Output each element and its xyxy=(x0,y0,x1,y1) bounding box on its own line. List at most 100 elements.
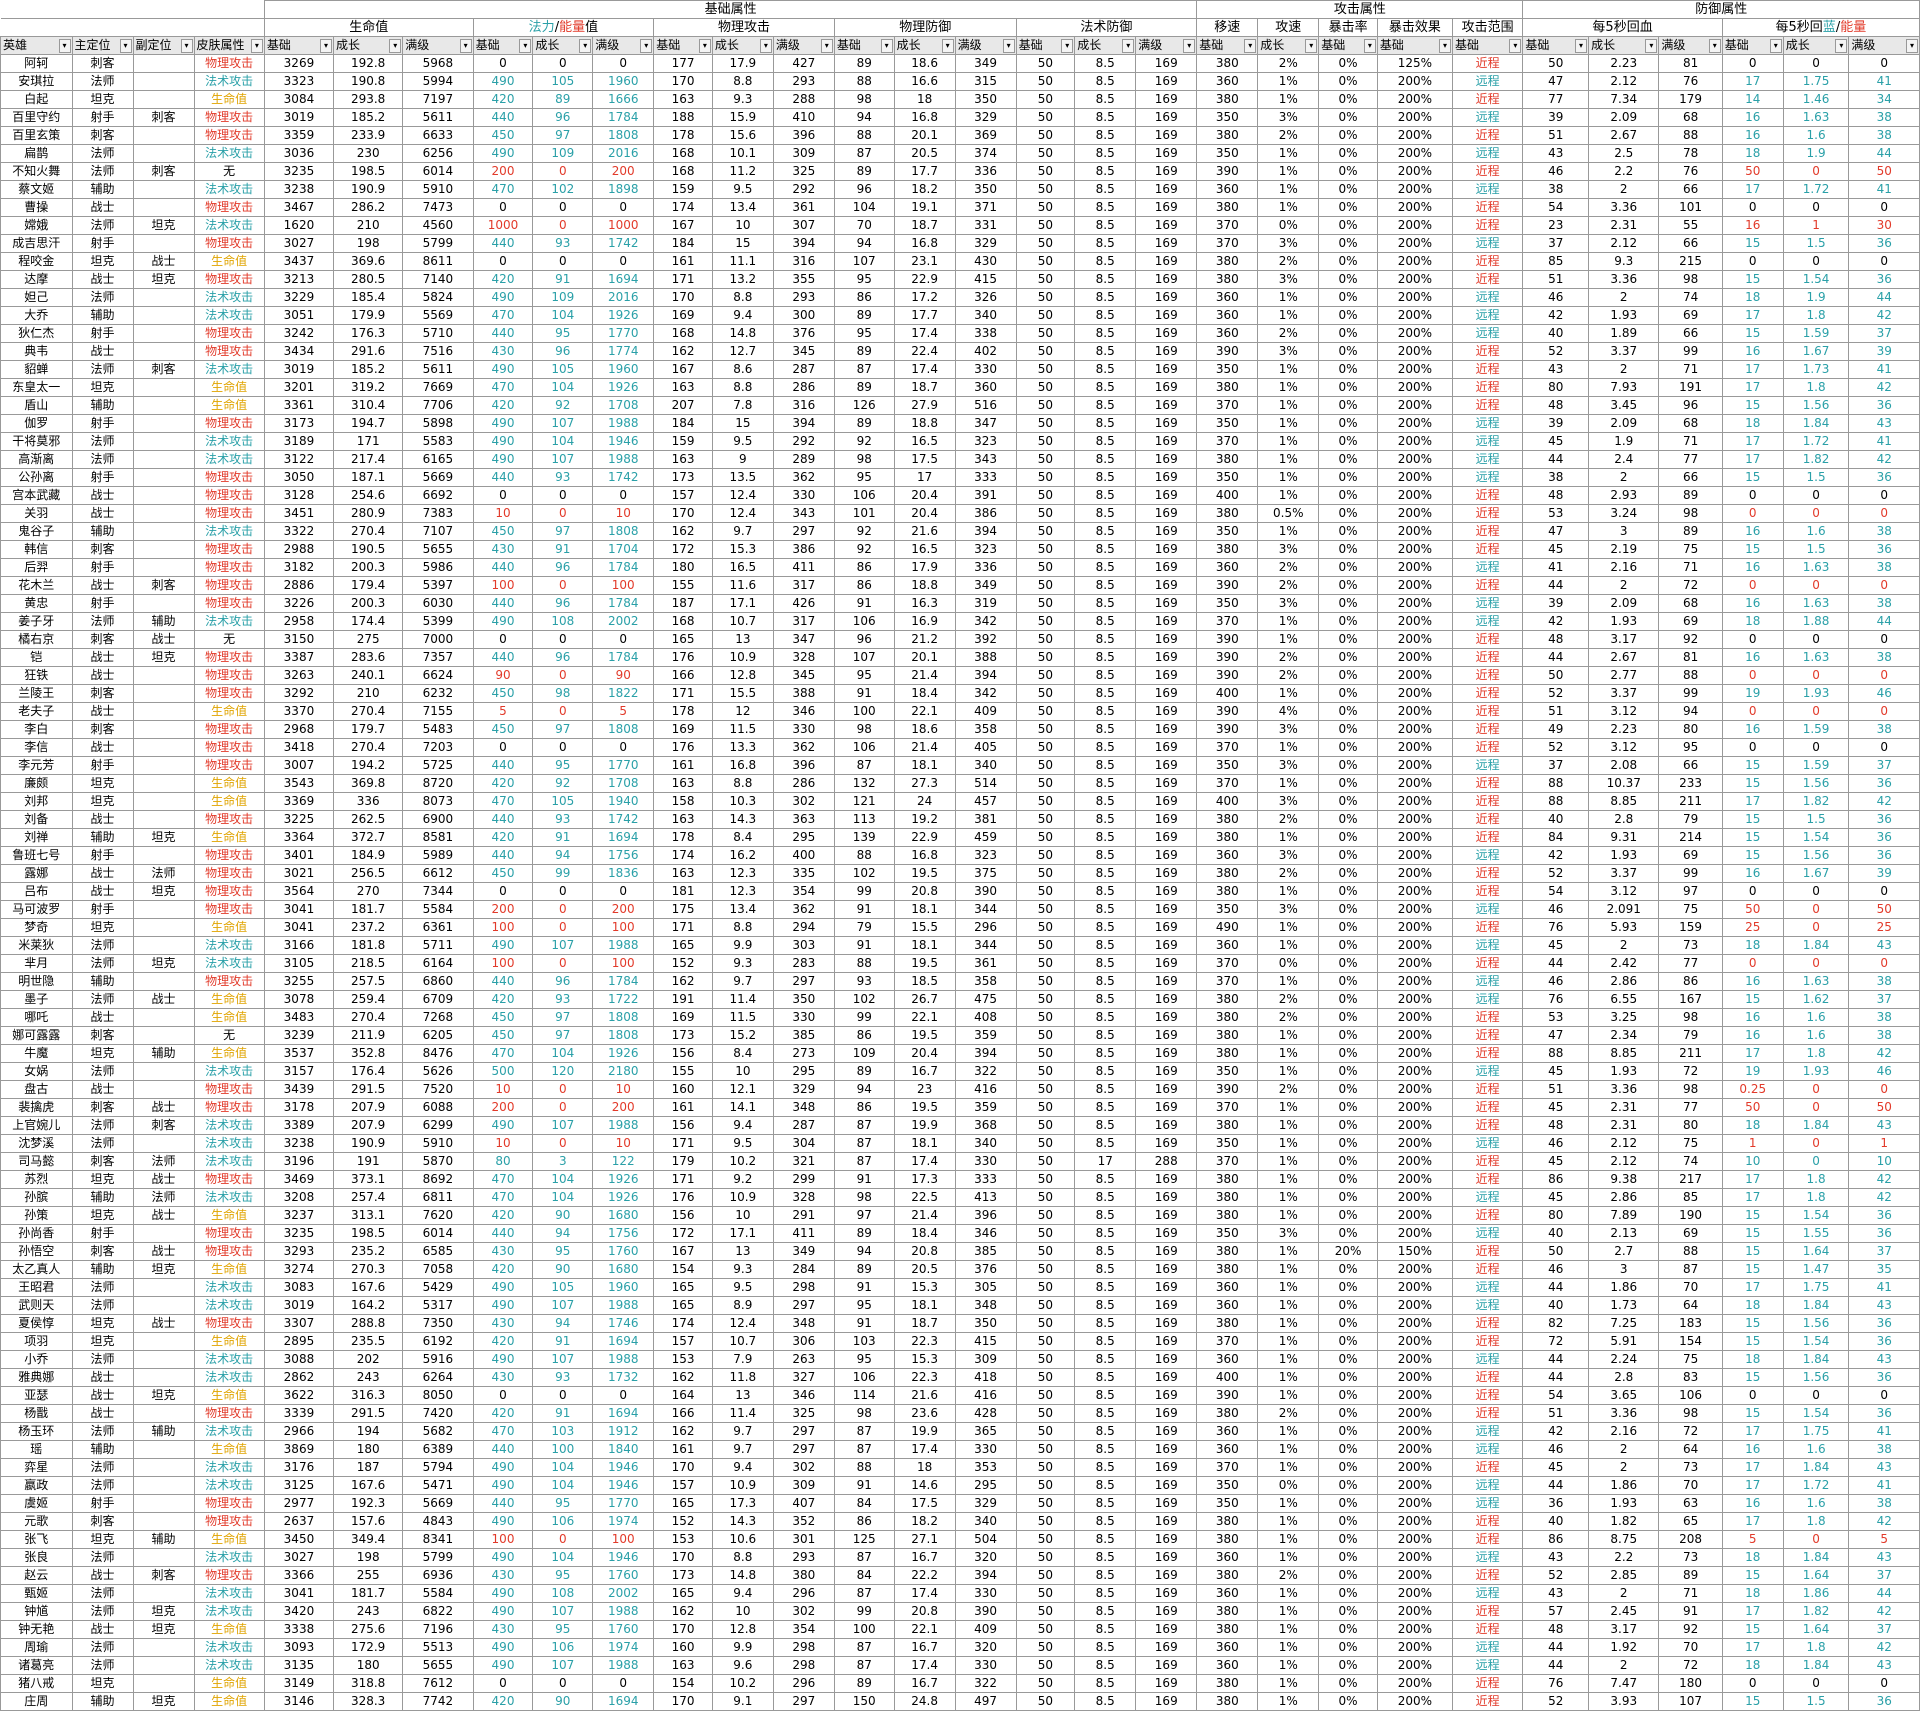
filter-dropdown-icon[interactable]: ▾ xyxy=(1708,39,1721,53)
table-cell: 350 xyxy=(1196,756,1259,775)
table-cell: 50 xyxy=(1015,954,1076,973)
table-cell: 1988 xyxy=(592,414,655,433)
table-cell: 292 xyxy=(772,180,835,199)
table-cell: 15 xyxy=(1721,1368,1784,1387)
column-header[interactable]: 基础 ▾ xyxy=(833,36,895,55)
column-header[interactable]: 基础 ▾ xyxy=(1318,36,1378,55)
table-cell: 17 xyxy=(1721,1638,1784,1657)
column-header[interactable]: 基础 ▾ xyxy=(1196,36,1259,55)
table-cell: 82 xyxy=(1522,1314,1590,1333)
filter-dropdown-icon[interactable]: ▾ xyxy=(459,39,472,53)
table-cell: 5317 xyxy=(402,1296,474,1315)
filter-dropdown-icon[interactable]: ▾ xyxy=(941,39,954,53)
column-header[interactable]: 满级 ▾ xyxy=(592,36,655,55)
filter-dropdown-icon[interactable]: ▾ xyxy=(320,39,333,53)
filter-dropdown-icon[interactable]: ▾ xyxy=(1122,39,1135,53)
column-header[interactable]: 满级 ▾ xyxy=(402,36,474,55)
table-cell: 0% xyxy=(1318,594,1378,613)
column-header[interactable]: 满级 ▾ xyxy=(1848,36,1920,55)
filter-dropdown-icon[interactable]: ▾ xyxy=(820,39,833,53)
column-header[interactable]: 基础 ▾ xyxy=(1015,36,1076,55)
table-cell: 48 xyxy=(1522,630,1590,649)
table-cell: 174 xyxy=(653,198,713,217)
column-header[interactable]: 成长 ▾ xyxy=(1257,36,1320,55)
table-cell: 物理攻击 xyxy=(193,594,265,613)
table-cell: 1% xyxy=(1257,1098,1320,1117)
filter-dropdown-icon[interactable]: ▾ xyxy=(1835,39,1848,53)
table-cell: 152 xyxy=(653,954,713,973)
filter-dropdown-icon[interactable]: ▾ xyxy=(579,39,592,53)
column-header[interactable]: 基础 ▾ xyxy=(1451,36,1524,55)
column-header[interactable]: 成长 ▾ xyxy=(893,36,956,55)
column-header[interactable]: 基础 ▾ xyxy=(653,36,713,55)
column-header[interactable]: 满级 ▾ xyxy=(1135,36,1198,55)
filter-dropdown-icon[interactable]: ▾ xyxy=(1183,39,1196,53)
table-cell: 39 xyxy=(1848,342,1920,361)
table-cell: 450 xyxy=(472,1026,534,1045)
filter-dropdown-icon[interactable]: ▾ xyxy=(1002,39,1015,53)
filter-dropdown-icon[interactable]: ▾ xyxy=(1509,39,1522,53)
filter-dropdown-icon[interactable]: ▾ xyxy=(1575,39,1588,53)
column-header[interactable]: 基础 ▾ xyxy=(1522,36,1590,55)
table-cell: 1% xyxy=(1257,936,1320,955)
table-cell: 0 xyxy=(532,198,594,217)
column-header[interactable]: 满级 ▾ xyxy=(1658,36,1723,55)
filter-dropdown-icon[interactable]: ▾ xyxy=(1305,39,1318,53)
column-header[interactable]: 基础 ▾ xyxy=(1376,36,1453,55)
column-header[interactable]: 主定位 ▾ xyxy=(71,36,134,55)
table-cell: 394 xyxy=(954,1044,1017,1063)
table-cell: 10.9 xyxy=(711,1476,774,1495)
filter-dropdown-icon[interactable]: ▾ xyxy=(180,39,193,53)
table-cell: 96 xyxy=(1658,396,1723,415)
subgroup-mp-regen-b: 蓝 xyxy=(1822,20,1836,35)
table-cell xyxy=(132,522,195,541)
table-cell: 8.5 xyxy=(1074,1422,1137,1441)
table-cell: 200% xyxy=(1376,1566,1453,1585)
filter-dropdown-icon[interactable]: ▾ xyxy=(1244,39,1257,53)
table-cell: 350 xyxy=(954,1314,1017,1333)
table-cell: 45 xyxy=(1522,1188,1590,1207)
table-cell: 0% xyxy=(1318,162,1378,181)
table-cell: 8.5 xyxy=(1074,1278,1137,1297)
filter-dropdown-icon[interactable]: ▾ xyxy=(1438,39,1451,53)
table-cell: 14.1 xyxy=(711,1098,774,1117)
filter-dropdown-icon[interactable]: ▾ xyxy=(640,39,653,53)
column-header[interactable]: 基础 ▾ xyxy=(1721,36,1784,55)
column-header[interactable]: 满级 ▾ xyxy=(772,36,835,55)
filter-dropdown-icon[interactable]: ▾ xyxy=(250,39,263,53)
filter-dropdown-icon[interactable]: ▾ xyxy=(1363,39,1376,53)
column-header[interactable]: 副定位 ▾ xyxy=(132,36,195,55)
table-cell: 470 xyxy=(472,180,534,199)
filter-dropdown-icon[interactable]: ▾ xyxy=(58,39,71,53)
column-header[interactable]: 成长 ▾ xyxy=(1074,36,1137,55)
filter-dropdown-icon[interactable]: ▾ xyxy=(389,39,402,53)
filter-dropdown-icon[interactable]: ▾ xyxy=(759,39,772,53)
filter-dropdown-icon[interactable]: ▾ xyxy=(119,39,132,53)
table-cell: 380 xyxy=(1196,1620,1259,1639)
column-header[interactable]: 成长 ▾ xyxy=(711,36,774,55)
filter-dropdown-icon[interactable]: ▾ xyxy=(698,39,711,53)
table-cell: 生命值 xyxy=(193,1620,265,1639)
column-header[interactable]: 满级 ▾ xyxy=(954,36,1017,55)
table-cell: 121 xyxy=(833,792,895,811)
table-cell: 237.2 xyxy=(333,918,404,937)
table-cell: 生命值 xyxy=(193,1044,265,1063)
filter-dropdown-icon[interactable]: ▾ xyxy=(1061,39,1074,53)
filter-dropdown-icon[interactable]: ▾ xyxy=(1645,39,1658,53)
table-cell: 210 xyxy=(333,216,404,235)
column-header[interactable]: 成长 ▾ xyxy=(333,36,404,55)
filter-dropdown-icon[interactable]: ▾ xyxy=(1769,39,1782,53)
column-header[interactable]: 英雄 ▾ xyxy=(0,36,73,55)
column-header[interactable]: 皮肤属性 ▾ xyxy=(193,36,265,55)
column-header[interactable]: 成长 ▾ xyxy=(1782,36,1850,55)
table-cell: 1 xyxy=(1782,216,1850,235)
filter-dropdown-icon[interactable]: ▾ xyxy=(519,39,532,53)
table-row: 司马懿 刺客 法师 法术攻击 3196 191 5870 80 3 122 179 10.2 321 87… xyxy=(0,1152,1920,1171)
column-header[interactable]: 基础 ▾ xyxy=(263,36,335,55)
filter-dropdown-icon[interactable]: ▾ xyxy=(1906,39,1918,53)
column-header[interactable]: 成长 ▾ xyxy=(1588,36,1660,55)
table-cell: 92 xyxy=(833,540,895,559)
column-header[interactable]: 成长 ▾ xyxy=(532,36,594,55)
filter-dropdown-icon[interactable]: ▾ xyxy=(880,39,893,53)
column-header[interactable]: 基础 ▾ xyxy=(472,36,534,55)
